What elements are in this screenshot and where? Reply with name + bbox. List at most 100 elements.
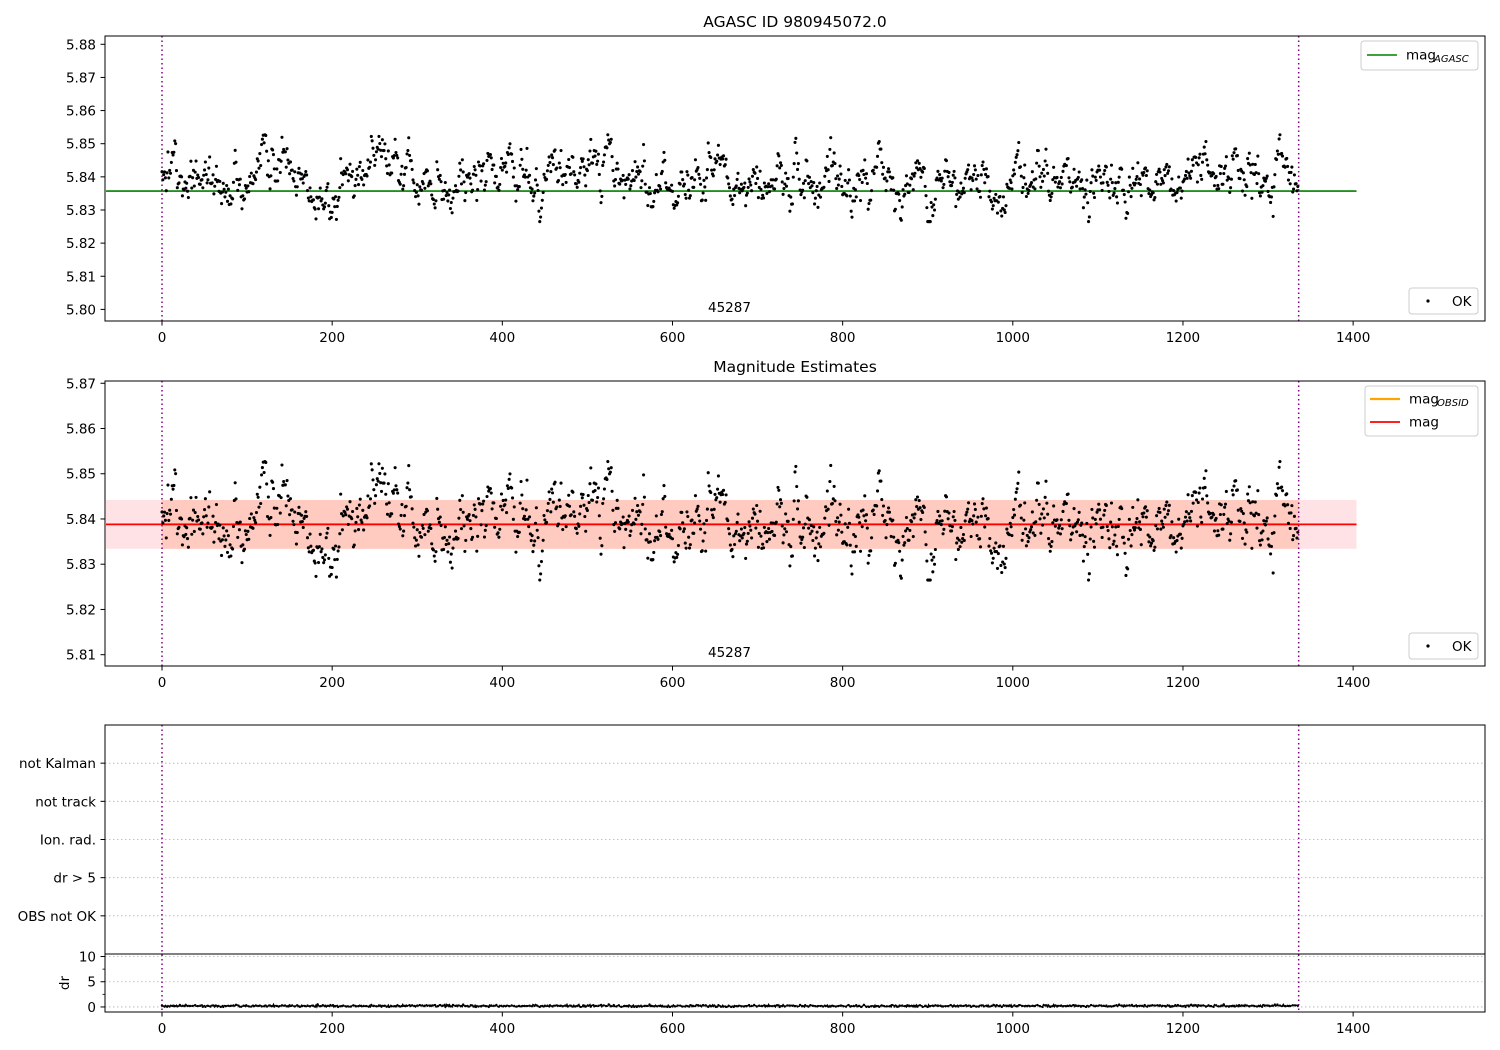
ok-point [357,503,361,507]
dr-point [1100,1004,1103,1007]
ok-point [939,179,943,183]
ok-point [1153,545,1157,549]
ok-point [864,176,868,180]
ok-point [652,550,656,555]
ok-point [499,504,503,508]
ok-point [472,503,476,507]
ok-point [1288,526,1292,531]
ok-point [202,515,206,519]
ok-point [185,526,189,530]
ok-point [887,170,891,174]
x-tick-label: 200 [319,675,345,691]
ok-point [933,547,937,552]
ok-point [240,561,244,565]
ok-point [773,187,777,191]
ok-point [520,493,524,497]
ok-point [434,550,438,554]
ok-point [432,554,436,558]
ok-point [801,181,806,185]
ok-point [756,196,760,200]
dr-point [630,1005,633,1009]
ok-point [901,188,905,192]
ok-point [370,139,374,143]
ok-point [358,497,362,501]
ok-point [730,197,734,201]
ok-point [208,155,212,159]
ok-point [853,535,857,539]
ok-point [952,169,956,173]
ok-point [870,536,874,540]
ok-point [871,508,875,512]
ok-point [1124,216,1128,220]
ok-point [1198,486,1202,490]
ok-point [1092,539,1096,543]
ok-point [582,503,586,507]
ok-point [1197,491,1201,495]
ok-point [911,534,915,539]
ok-point [1004,556,1008,560]
ok-point [590,161,595,165]
dr-point [1105,1004,1108,1007]
ok-point [791,517,795,521]
ok-point [652,199,656,203]
ok-point [257,166,261,170]
ok-point [268,533,272,537]
ok-point [1142,511,1146,515]
dr-point [1204,1005,1208,1008]
ok-point [1019,174,1023,178]
dr-point [490,1004,493,1007]
dr-point [1294,1004,1297,1007]
ok-point [1166,171,1170,175]
dr-point [1286,1004,1289,1008]
y-tick-label: 5.86 [66,422,96,438]
dr-point [727,1004,730,1007]
ok-point [393,137,397,141]
ok-point [848,194,852,198]
ok-point [899,218,903,222]
ok-point [1003,566,1007,570]
ok-point [1165,500,1169,504]
dr-point [717,1004,720,1007]
ok-point [391,156,395,160]
ok-point [573,514,577,518]
dr-point [423,1004,427,1007]
ok-point [701,191,705,195]
ok-point [751,168,755,172]
dr-point [584,1005,587,1008]
dr-point [617,1004,621,1007]
ok-point [1024,544,1028,548]
ok-point [341,514,345,518]
ok-point [954,204,958,209]
ok-point [322,205,327,209]
ok-point [168,171,173,175]
ok-point [506,486,510,491]
dr-point [1051,1004,1054,1008]
ok-point [963,519,967,523]
ok-point [462,524,466,528]
ok-point [197,518,201,522]
dr-point [513,1004,516,1008]
ok-point [846,181,850,185]
ok-point [813,202,817,206]
ok-point [410,167,414,171]
ok-point [414,538,418,542]
ok-point [1042,174,1046,178]
ok-point [1020,538,1024,542]
ok-point [320,197,324,201]
ok-point [476,497,481,501]
ok-point [1134,520,1138,524]
ok-point [1221,182,1225,186]
dr-point [342,1004,345,1007]
ok-point [1126,567,1130,571]
ok-point [243,529,247,533]
ok-point [672,206,676,210]
dr-point [941,1005,945,1008]
ok-point [1212,529,1216,533]
ok-point [500,168,504,172]
panel2-y-axis: 5.815.825.835.845.855.865.87 [66,376,105,664]
ok-point [875,489,880,493]
panel1-frame [104,35,1486,322]
ok-point [1256,154,1260,158]
ok-point [1204,469,1208,473]
ok-point [992,196,996,200]
